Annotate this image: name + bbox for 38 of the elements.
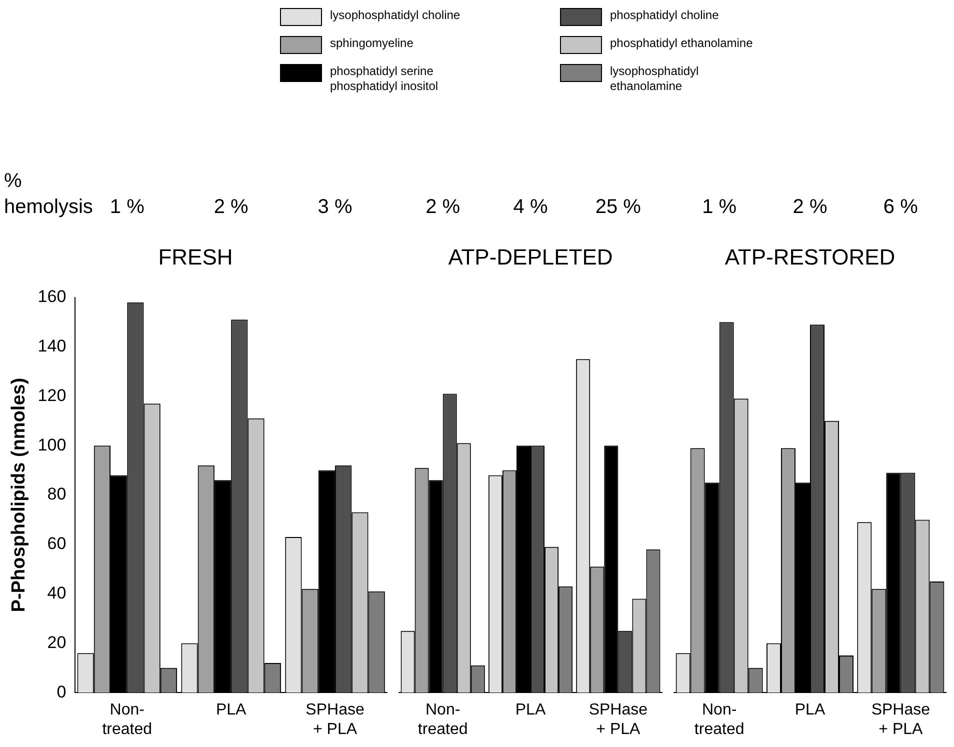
x-tick-label: SPHase + PLA <box>306 702 364 738</box>
text: 25 % <box>595 196 642 218</box>
text: 2 % <box>426 196 460 218</box>
y-tick-label: 20 <box>47 632 66 652</box>
y-tick-label: 40 <box>47 583 66 602</box>
y-tick-label: 120 <box>38 386 66 405</box>
x-tick-label: Non- treated <box>102 702 152 738</box>
x-tick-label: Non- treated <box>418 702 468 738</box>
y-tick-label: 140 <box>38 336 66 356</box>
text: 2 % <box>214 196 249 218</box>
x-tick-label: SPHase + PLA <box>588 702 648 738</box>
chart-title: FRESH <box>158 244 233 270</box>
x-tick-label: PLA <box>515 702 546 719</box>
y-tick-label: 100 <box>38 435 66 454</box>
chart-title: ATP-RESTORED <box>724 244 896 270</box>
text: 3 % <box>318 196 352 218</box>
text: 1 % <box>110 196 145 218</box>
text: % hemolysis <box>4 170 93 218</box>
text: 2 % <box>792 196 828 218</box>
legend-label: lysophosphatidyl ethanolamine <box>610 64 700 94</box>
legend-label: phosphatidyl serine phosphatidyl inositol <box>330 64 440 94</box>
text: 6 % <box>883 196 918 218</box>
legend-label: phosphatidyl choline <box>610 8 720 23</box>
x-tick-label: Non- treated <box>694 702 744 738</box>
x-tick-label: SPHase + PLA <box>871 702 930 738</box>
legend-label: lysophosphatidyl choline <box>330 8 462 23</box>
y-tick-label: 160 <box>38 287 66 306</box>
y-tick-label: 0 <box>56 682 66 702</box>
y-tick-label: 60 <box>47 534 66 554</box>
text: 1 % <box>702 196 737 218</box>
y-tick-label: 80 <box>47 484 66 504</box>
x-tick-label: PLA <box>216 702 247 719</box>
x-tick-label: PLA <box>794 702 826 719</box>
y-axis-title: P-Phospholipids (nmoles) <box>8 378 30 612</box>
legend-label: sphingomyeline <box>330 36 414 51</box>
legend-label: phosphatidyl ethanolamine <box>610 36 754 51</box>
text: 4 % <box>513 196 548 218</box>
chart-title: ATP-DEPLETED <box>448 244 613 270</box>
